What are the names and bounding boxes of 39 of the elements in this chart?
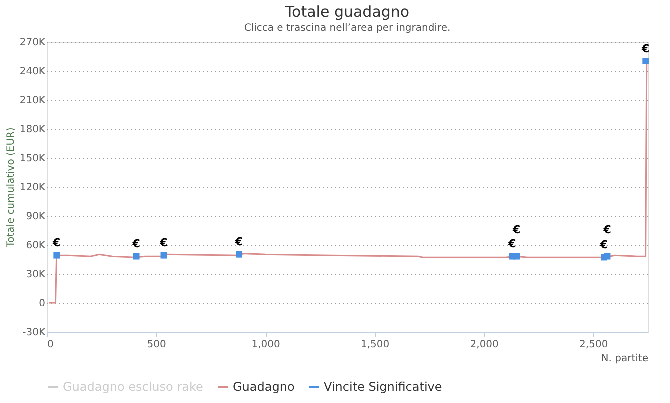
data-label: € xyxy=(512,224,521,237)
data-label: € xyxy=(132,238,140,251)
x-tick-label: 500 xyxy=(147,340,166,350)
data-label: € xyxy=(159,236,168,250)
point xyxy=(514,253,520,260)
data-label: € xyxy=(508,238,516,251)
y-axis-title: Totale cumulativo (EUR) xyxy=(6,128,17,248)
chart-subtitle: Clicca e trascina nell’area per ingrandire. xyxy=(244,23,451,34)
point xyxy=(133,253,140,260)
y-tick-label: 60K xyxy=(26,240,46,252)
x-tick-label: 2,500 xyxy=(580,340,608,350)
point xyxy=(160,252,168,259)
data-label: € xyxy=(599,238,608,252)
y-tick-label: 120K xyxy=(20,182,46,194)
y-tick-label: 180K xyxy=(20,124,46,136)
x-tick-label: 0 xyxy=(48,340,54,350)
data-label: € xyxy=(640,42,650,56)
point xyxy=(54,252,60,259)
point xyxy=(604,253,611,260)
x-axis-title: N. partite xyxy=(601,354,648,364)
x-tick-label: 2,000 xyxy=(470,340,499,350)
y-tick-label: 150K xyxy=(20,154,46,164)
legend-label: Guadagno xyxy=(233,380,295,394)
y-tick-label: 210K xyxy=(20,96,46,106)
point xyxy=(642,58,649,64)
legend-label: Vincite Significative xyxy=(324,380,442,394)
y-tick-label: 90K xyxy=(26,212,46,222)
y-tick-label: 0 xyxy=(39,298,46,310)
chart-title: Totale guadagno xyxy=(284,3,410,21)
data-label: € xyxy=(602,224,612,237)
x-tick-label: 1,500 xyxy=(361,340,390,350)
data-label: € xyxy=(52,236,61,250)
point xyxy=(236,252,242,258)
y-tick-label: 30K xyxy=(26,270,46,280)
x-tick-label: 1,000 xyxy=(252,340,280,350)
data-label: € xyxy=(234,236,244,249)
y-tick-label: 240K xyxy=(20,66,46,78)
y-tick-label: 270K xyxy=(20,38,46,48)
y-tick-label: -30K xyxy=(22,328,46,338)
